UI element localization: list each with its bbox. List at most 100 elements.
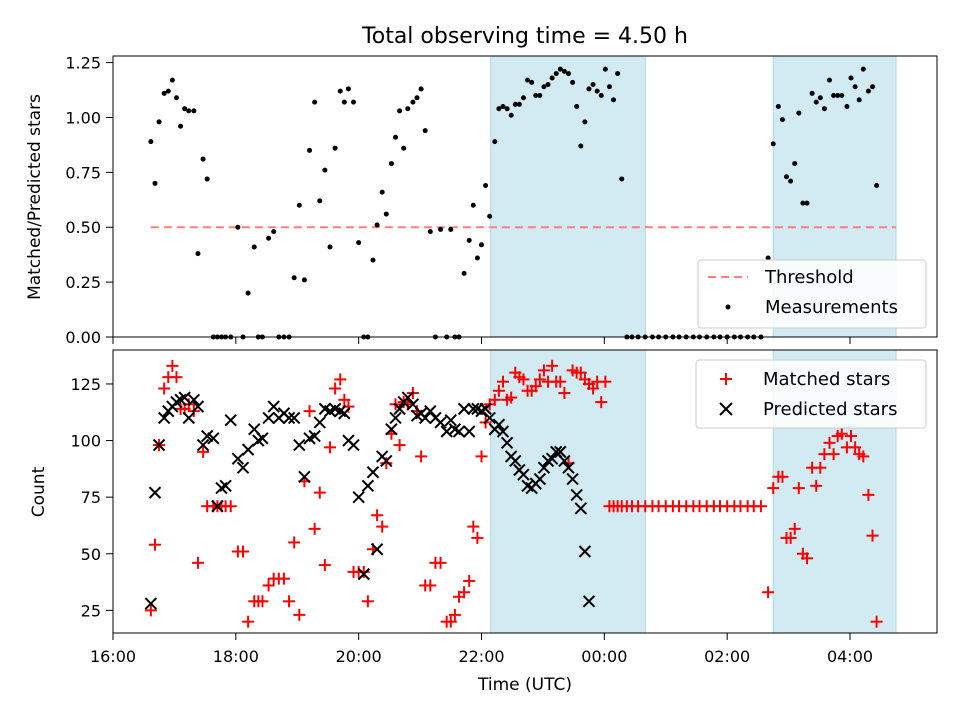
predicted-star-point (308, 429, 321, 443)
measurement-point (804, 200, 810, 206)
top-ylabel: Matched/Predicted stars (25, 94, 45, 300)
matched-star-point (380, 457, 393, 470)
legend-predicted-label: Predicted stars (763, 399, 897, 420)
predicted-legend-swatch (719, 402, 733, 416)
predicted-star-point (424, 404, 437, 418)
measurement-point (492, 139, 498, 145)
measurement-point (186, 108, 192, 114)
matched-star-point (324, 441, 337, 454)
top-legend: Threshold Measurements (697, 259, 927, 329)
predicted-star-point (182, 411, 195, 425)
measurement-point (788, 178, 794, 184)
figure-title: Total observing time = 4.50 h (361, 24, 688, 49)
measurement-point (466, 237, 472, 243)
predicted-star-point (287, 411, 301, 425)
predicted-star-point (401, 391, 415, 404)
matched-star-point (595, 396, 608, 409)
predicted-star-point (479, 402, 492, 416)
matched-star-point (303, 405, 316, 418)
matched-star-point (762, 586, 775, 599)
predicted-star-point (366, 466, 380, 479)
measurement-point (578, 143, 584, 149)
measurement-point (770, 141, 776, 147)
measurement-point (383, 211, 389, 217)
matched-star-point (148, 538, 161, 551)
matched-star-point (870, 615, 883, 628)
xtick-label: 18:00 (213, 647, 259, 666)
predicted-star-point (282, 411, 296, 425)
bottom-ylabel: Count (29, 466, 49, 517)
measurement-point (800, 200, 806, 206)
predicted-star-point (389, 411, 402, 425)
matched-star-point (158, 382, 171, 395)
measurement-point (156, 119, 162, 125)
matched-star-point (313, 486, 326, 499)
top-axes-frame (112, 55, 938, 338)
matched-star-point (191, 556, 204, 569)
measurement-point (161, 90, 167, 96)
measurement-point (611, 97, 617, 103)
measurement-point (397, 108, 403, 114)
measurement-point (178, 123, 184, 129)
matched-star-point (537, 364, 550, 377)
measurement-point (615, 71, 621, 77)
matched-star-point (236, 545, 249, 558)
predicted-star-point (570, 488, 583, 502)
bottom-panel: 25 50 75 100 125 16:00 18:00 20:00 22:00 00:00 02… (29, 349, 938, 695)
measurement-point (351, 99, 357, 105)
matched-star-point (144, 604, 157, 617)
predicted-star-point (554, 445, 567, 459)
measurement-point (356, 240, 362, 246)
predicted-star-point (582, 595, 596, 608)
predicted-star-point (483, 411, 496, 425)
matched-star-point (529, 380, 542, 393)
matched-star-point (444, 615, 457, 628)
measurement-point (322, 167, 328, 173)
matched-star-point (424, 579, 437, 592)
predicted-star-point (444, 413, 457, 427)
matched-star-point (166, 359, 179, 372)
measurement-point (574, 103, 580, 109)
top-ytick-label: 0.50 (65, 218, 101, 237)
predicted-star-point (578, 545, 592, 558)
measurement-point (337, 88, 343, 94)
predicted-star-point (157, 411, 171, 425)
matched-star-point (434, 556, 447, 569)
matched-star-point (376, 520, 389, 533)
predicted-star-point (533, 472, 547, 486)
top-shaded-span-1 (490, 55, 646, 338)
measurement-point (312, 99, 318, 105)
measurement-point (525, 77, 531, 83)
predicted-star-point (338, 407, 351, 420)
bottom-axes-frame (112, 349, 938, 634)
measurement-point (839, 93, 845, 99)
measurement-point (388, 161, 394, 167)
bottom-ytick-label: 75 (81, 488, 101, 507)
measurement-point (831, 93, 837, 99)
matched-star-point (256, 595, 269, 608)
measurement-point (405, 106, 411, 112)
matched-star-point (862, 488, 875, 501)
measurement-point (848, 75, 854, 81)
matched-star-point (283, 595, 296, 608)
measurement-point (191, 108, 197, 114)
x-axis-label: Time (UTC) (477, 675, 572, 695)
matched-star-point (845, 430, 858, 443)
predicted-star-point (352, 490, 365, 504)
predicted-star-point (187, 393, 201, 407)
measurements-legend-swatch (725, 304, 731, 310)
matched-star-point (558, 387, 571, 400)
legend-threshold-label: Threshold (764, 267, 854, 288)
matched-star-point (361, 595, 374, 608)
predicted-star-point (196, 438, 210, 452)
matched-star-point (334, 373, 347, 386)
measurement-point (602, 66, 608, 72)
predicted-star-point (385, 423, 398, 436)
predicted-star-point (509, 454, 522, 468)
matched-star-point (823, 436, 836, 449)
matched-star-point (197, 445, 210, 458)
matched-star-point (587, 382, 600, 395)
measurement-point (345, 86, 351, 92)
predicted-star-point (380, 454, 393, 468)
